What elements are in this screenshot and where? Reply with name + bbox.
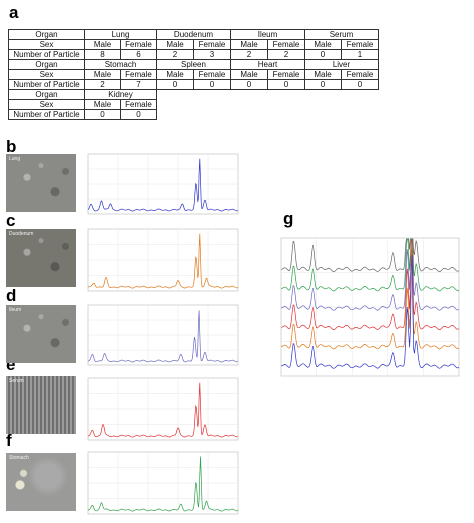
- particle-count-cell: 0: [120, 109, 157, 120]
- micrograph-label: Ileum: [9, 307, 22, 313]
- micrograph-label: Serum: [9, 378, 24, 384]
- particle-count-table: Organ Lung Duodenum Ileum Serum Sex Male Female…: [8, 29, 379, 120]
- table-row: Organ Stomach Spleen Heart Liver: [8, 59, 379, 70]
- micrograph-lung: Lung: [6, 154, 76, 212]
- particle-count-cell: 0: [341, 79, 379, 90]
- micrograph-label: Lung: [9, 156, 21, 162]
- spectrum-series-e-0: [87, 382, 239, 438]
- table-row: Number of Particle 2 7 0 0 0 0 0 0: [8, 79, 379, 90]
- micrograph-duodenum: Duodenum: [6, 229, 76, 287]
- spectrum-series-c-0: [87, 233, 239, 289]
- panel-letter-e: e: [6, 355, 16, 374]
- spectrum-series-g-3: [280, 238, 460, 330]
- panel-letter-a: a: [9, 3, 19, 22]
- table-row: Number of Particle 8 6 2 3 2 2 0 1: [8, 49, 379, 60]
- spectrum-series-f-0: [87, 456, 239, 512]
- spectrum-series-g-1: [280, 238, 460, 292]
- spectrum-series-g-2: [280, 238, 460, 311]
- spectrum-series-b-0: [87, 158, 239, 212]
- table-row: Number of Particle 0 0: [8, 109, 379, 120]
- table-row: Sex Male Female Male Female Male Female Male Fem…: [8, 39, 379, 50]
- spectrum-series-d-0: [87, 310, 239, 363]
- panel-letter-c: c: [6, 211, 16, 230]
- micrograph-label: Duodenum: [9, 231, 34, 237]
- panel-letter-g: g: [283, 209, 294, 228]
- table-row: Sex Male Female Male Female Male Female Male Fem…: [8, 69, 379, 80]
- spectrum-series-g-4: [280, 246, 460, 350]
- panel-letter-d: d: [6, 286, 17, 305]
- spectrum-series-g-0: [280, 238, 460, 272]
- panel-letter-b: b: [6, 137, 17, 156]
- micrograph-stomach: Stomach: [6, 453, 76, 511]
- micrograph-serum: Serum: [6, 376, 76, 434]
- micrograph-ileum: Ileum: [6, 305, 76, 363]
- panel-letter-f: f: [6, 431, 12, 450]
- spectrum-series-g-5: [280, 255, 460, 369]
- micrograph-label: Stomach: [9, 455, 29, 461]
